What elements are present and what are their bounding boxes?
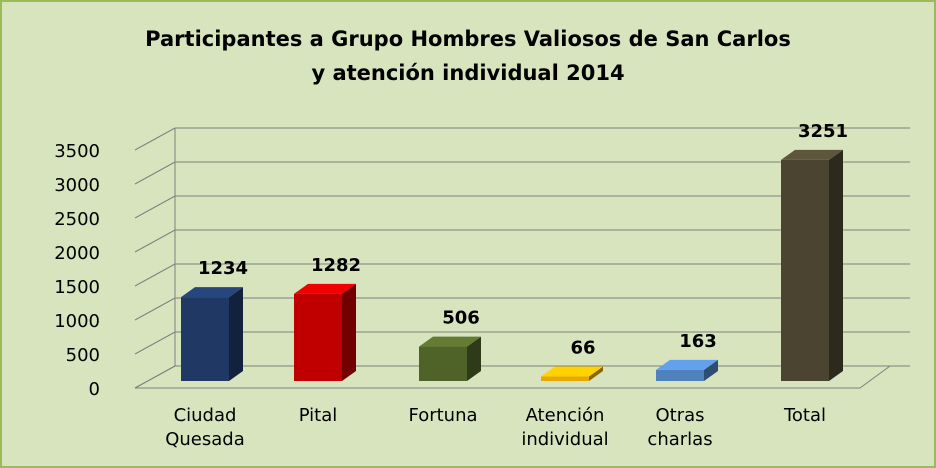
y-tick-label: 2000	[54, 243, 100, 264]
data-label: 506	[442, 308, 480, 329]
bar-side	[342, 283, 356, 381]
bar	[419, 346, 467, 381]
bar-top	[656, 359, 718, 370]
bar	[541, 376, 589, 381]
grid-slant	[134, 161, 176, 185]
chart-title: Participantes a Grupo Hombres Valiosos d…	[145, 27, 791, 85]
y-tick-label: 1000	[54, 311, 100, 332]
grid-slant	[134, 331, 176, 355]
bar-side	[467, 336, 481, 381]
x-tick-label: Atención individual	[521, 405, 609, 450]
data-label: 1234	[198, 258, 248, 279]
bar-top	[781, 149, 843, 160]
bar-side	[589, 366, 603, 381]
bar	[781, 159, 829, 381]
title-box: Participantes a Grupo Hombres Valiosos d…	[145, 27, 791, 85]
bar	[294, 293, 342, 381]
y-tick-label: 3500	[54, 141, 100, 162]
bar-top	[294, 283, 356, 294]
x-tick-label: Total	[783, 405, 827, 426]
bar-side	[829, 149, 843, 381]
x-tick-label: Fortuna	[408, 405, 478, 426]
bar-top	[181, 287, 243, 298]
x-tick-label: Otras charlas	[647, 405, 713, 450]
data-label: 163	[679, 331, 717, 352]
floor	[134, 365, 892, 389]
bar	[656, 369, 704, 381]
grid-slant	[134, 263, 176, 287]
grid-slant	[134, 365, 176, 389]
data-label: 1282	[311, 255, 361, 276]
y-tick-label: 1500	[54, 277, 100, 298]
data-label: 3251	[798, 121, 848, 142]
grid-slant	[134, 195, 176, 219]
y-tick-label: 2500	[54, 209, 100, 230]
grid-slant	[134, 229, 176, 253]
y-tick-label: 3000	[54, 175, 100, 196]
x-tick-label: Pital	[298, 405, 338, 426]
bar	[181, 297, 229, 381]
bar-top	[419, 336, 481, 347]
bar-side	[704, 359, 718, 381]
grid-slant	[134, 127, 176, 151]
y-tick-label: 0	[89, 379, 100, 400]
data-label: 66	[570, 338, 595, 359]
bar-side	[229, 287, 243, 381]
bar-top	[541, 366, 603, 377]
grid-slant	[134, 297, 176, 321]
y-tick-label: 500	[66, 345, 100, 366]
x-tick-label: Ciudad Quesada	[165, 405, 245, 450]
